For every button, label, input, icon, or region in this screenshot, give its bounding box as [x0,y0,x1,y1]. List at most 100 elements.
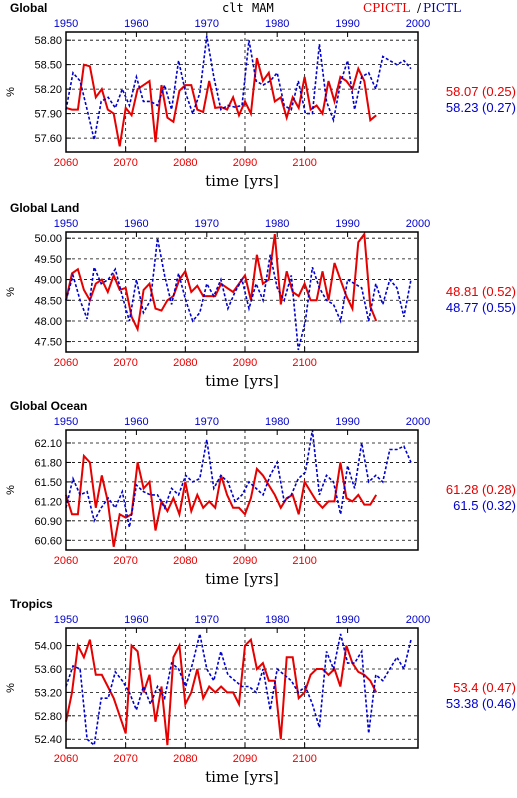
stat-cpictl: 53.4 (0.47) [453,680,516,695]
y-tick-label: 49.00 [34,275,62,287]
plot-frame [65,31,419,153]
y-tick-label: 58.80 [34,35,62,47]
x-top-tick-label: 2000 [406,18,430,30]
x-bottom-tick-label: 2100 [292,357,316,369]
series-line-cpictl [65,637,378,746]
y-tick-label: 48.00 [34,316,62,328]
y-tick-label: 60.90 [34,516,62,528]
x-top-tick-label: 1970 [195,18,219,30]
x-bottom-tick-label: 2090 [233,753,257,765]
series-line-pictl [65,633,412,747]
y-tick-label: 61.80 [34,457,62,469]
series-line-cpictl [65,57,377,147]
stat-pictl: 48.77 (0.55) [446,300,516,315]
panel-4: Tropics 52.40 52.80 53.20 53.60 54.00 2060 2070… [5,597,516,786]
x-top-tick-label: 2000 [406,416,430,428]
y-tick-label: 61.20 [34,496,62,508]
x-top-tick-label: 2000 [406,218,430,230]
y-tick-label: 58.20 [34,84,62,96]
x-axis-label: time [yrs] [205,768,279,786]
y-tick-label: 57.90 [34,109,62,121]
plot-frame [65,231,419,353]
y-tick-label: 57.60 [34,133,62,145]
y-axis-label: % [5,287,17,297]
panel-title: Global Land [10,201,79,215]
x-bottom-tick-label: 2100 [292,753,316,765]
y-axis-label: % [5,87,17,97]
x-bottom-tick-label: 2070 [113,157,137,169]
panel-3: Global Ocean 60.60 60.90 61.20 61.50 61.80 62.… [5,399,516,588]
series-line-cpictl [65,231,378,333]
panel-title: Tropics [10,597,53,611]
series-line-pictl [65,238,412,351]
x-top-tick-label: 1980 [265,218,289,230]
y-tick-label: 52.80 [34,711,62,723]
y-axis-label: % [5,683,17,693]
stat-cpictl: 48.81 (0.52) [446,284,516,299]
x-bottom-tick-label: 2080 [173,157,197,169]
x-bottom-tick-label: 2060 [54,357,78,369]
x-top-tick-label: 1980 [265,614,289,626]
x-bottom-tick-label: 2060 [54,753,78,765]
x-bottom-tick-label: 2100 [292,157,316,169]
x-top-tick-label: 1990 [335,416,359,428]
x-top-tick-label: 1970 [195,614,219,626]
plot-frame [65,429,419,551]
panel-title: Global Ocean [10,399,87,413]
y-tick-label: 58.50 [34,60,62,72]
x-top-tick-label: 1950 [54,218,78,230]
y-tick-label: 60.60 [34,535,62,547]
x-axis-label: time [yrs] [205,372,279,390]
legend-pictl-label: PICTL [423,1,461,15]
y-tick-label: 49.50 [34,254,62,266]
x-bottom-tick-label: 2090 [233,357,257,369]
y-axis-label: % [5,485,17,495]
y-tick-label: 50.00 [34,233,62,245]
x-top-tick-label: 1960 [124,614,148,626]
x-top-tick-label: 1960 [124,416,148,428]
x-top-tick-label: 2000 [406,614,430,626]
x-top-tick-label: 1960 [124,18,148,30]
legend-separator: / [417,1,422,15]
x-bottom-tick-label: 2060 [54,157,78,169]
chart-header-season: MAM [252,1,274,15]
y-tick-label: 62.10 [34,438,62,450]
x-top-tick-label: 1970 [195,416,219,428]
panel-1: Global 57.60 57.90 58.20 58.50 58.80 2060 2070 2… [5,1,516,190]
y-tick-label: 52.40 [34,734,62,746]
x-axis-label: time [yrs] [205,570,279,588]
x-top-tick-label: 1980 [265,18,289,30]
x-bottom-tick-label: 2070 [113,555,137,567]
x-top-tick-label: 1950 [54,416,78,428]
stat-cpictl: 58.07 (0.25) [446,84,516,99]
stat-pictl: 58.23 (0.27) [446,100,516,115]
series-line-pictl [65,35,412,140]
y-tick-label: 47.50 [34,337,62,349]
x-bottom-tick-label: 2080 [173,357,197,369]
x-axis-label: time [yrs] [205,172,279,190]
y-tick-label: 48.50 [34,295,62,307]
panel-title: Global [10,1,47,15]
panel-2: Global Land 47.50 48.00 48.50 49.00 49.50 50.0… [5,201,516,390]
x-bottom-tick-label: 2080 [173,753,197,765]
x-top-tick-label: 1990 [335,218,359,230]
x-top-tick-label: 1960 [124,218,148,230]
legend-cpictl-label: CPICTL [363,1,410,15]
x-top-tick-label: 1990 [335,614,359,626]
chart-header-variable: clt [222,1,244,15]
x-top-tick-label: 1970 [195,218,219,230]
stat-pictl: 53.38 (0.46) [446,696,516,711]
x-bottom-tick-label: 2080 [173,555,197,567]
series-line-pictl [65,429,412,528]
x-top-tick-label: 1990 [335,18,359,30]
y-tick-label: 54.00 [34,641,62,653]
y-tick-label: 53.60 [34,664,62,676]
x-top-tick-label: 1980 [265,416,289,428]
x-top-tick-label: 1950 [54,614,78,626]
x-bottom-tick-label: 2090 [233,555,257,567]
x-bottom-tick-label: 2070 [113,357,137,369]
y-tick-label: 61.50 [34,477,62,489]
x-bottom-tick-label: 2070 [113,753,137,765]
x-top-tick-label: 1950 [54,18,78,30]
